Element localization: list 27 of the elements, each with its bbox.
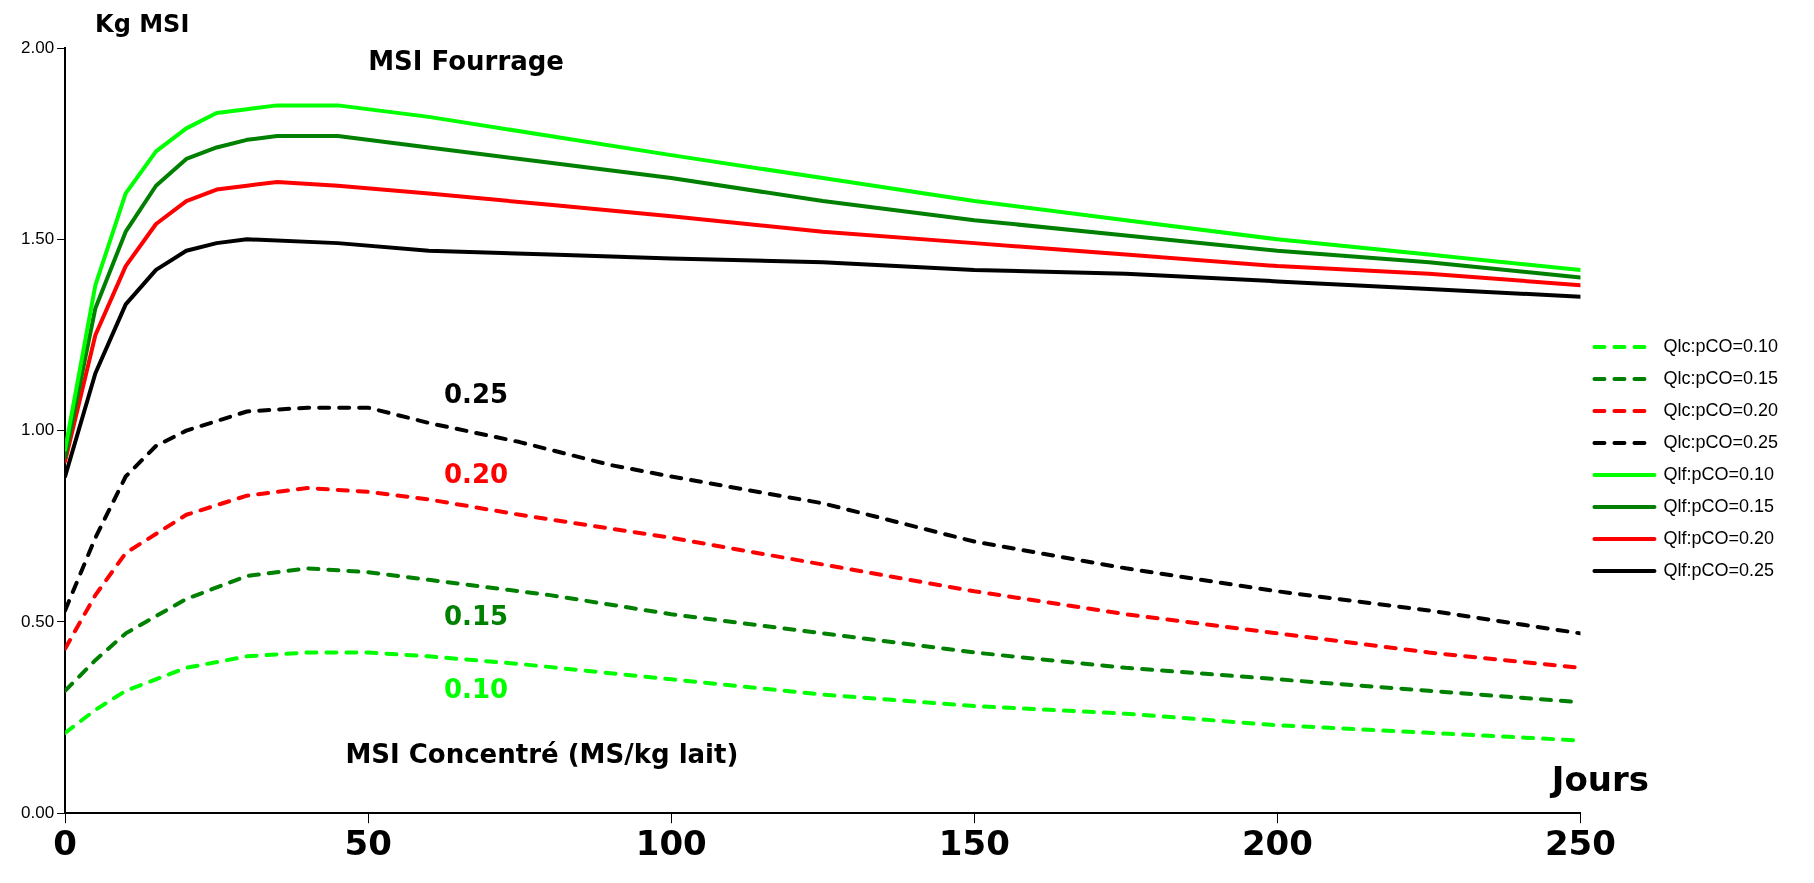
legend-label: Qlc:pCO=0.20: [1663, 399, 1779, 420]
x-tick-label: 100: [635, 823, 707, 864]
legend-label: Qlf:pCO=0.20: [1663, 527, 1775, 548]
legend-label: Qlf:pCO=0.15: [1663, 495, 1775, 516]
annotation: 0.25: [443, 378, 509, 409]
annotation: 0.10: [443, 673, 509, 704]
annotation: 0.20: [443, 459, 509, 490]
legend-label: Qlc:pCO=0.15: [1663, 367, 1779, 388]
annotation: 0.15: [443, 600, 509, 631]
x-tick-label: 50: [344, 823, 392, 864]
y-tick-label: 1.50: [20, 228, 55, 248]
x-tick-label: 250: [1544, 823, 1616, 864]
legend-label: Qlc:pCO=0.10: [1663, 335, 1779, 356]
x-tick-label: 150: [938, 823, 1010, 864]
annotation: MSI Concentré (MS/kg lait): [345, 738, 739, 769]
y-axis-title: Kg MSI: [95, 10, 190, 39]
x-tick-label: 200: [1241, 823, 1313, 864]
legend-label: Qlf:pCO=0.25: [1663, 559, 1775, 580]
x-tick-label: 0: [53, 823, 77, 864]
y-tick-label: 1.00: [20, 420, 55, 440]
y-tick-label: 0.50: [20, 611, 55, 631]
y-tick-label: 0.00: [20, 802, 55, 822]
y-tick-label: 2.00: [20, 37, 55, 57]
x-axis-title: Jours: [1549, 759, 1650, 800]
legend-label: Qlf:pCO=0.10: [1663, 463, 1775, 484]
annotation: MSI Fourrage: [368, 46, 564, 77]
legend-label: Qlc:pCO=0.25: [1663, 431, 1779, 452]
